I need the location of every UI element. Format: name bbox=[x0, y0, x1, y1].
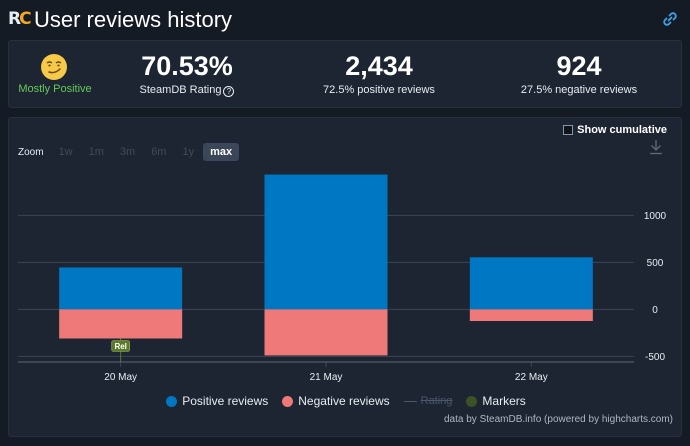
legend-markers[interactable]: Markers bbox=[466, 394, 526, 408]
x-tick-label: 20 May bbox=[104, 372, 137, 383]
legend-rating-label: Rating bbox=[420, 395, 453, 407]
chart-credits: data by SteamDB.info (powered by highcha… bbox=[444, 414, 673, 425]
zoom-1m-button[interactable]: 1m bbox=[88, 146, 104, 158]
positive-percent: 72.5% positive reviews bbox=[323, 84, 435, 96]
y-tick-label: 1000 bbox=[644, 211, 667, 222]
positive-count: 2,434 bbox=[345, 51, 413, 81]
positive-bar bbox=[59, 267, 183, 310]
legend-markers-label: Markers bbox=[482, 394, 526, 408]
zoom-1y-button[interactable]: 1y bbox=[182, 146, 195, 158]
legend-rating[interactable]: Rating bbox=[403, 395, 453, 407]
negative-bar bbox=[59, 309, 183, 339]
y-tick-label: 500 bbox=[647, 258, 664, 269]
verdict-label: Mostly Positive bbox=[18, 83, 92, 95]
zoom-label: Zoom bbox=[18, 146, 44, 158]
cumulative-checkbox[interactable] bbox=[563, 125, 574, 135]
zoom-6m-button[interactable]: 6m bbox=[151, 146, 167, 158]
y-tick-label: -500 bbox=[645, 352, 665, 363]
x-tick-label: 21 May bbox=[310, 372, 343, 383]
positive-stat: 2,434 72.5% positive reviews bbox=[309, 41, 449, 109]
zoom-1w-button[interactable]: 1w bbox=[58, 146, 73, 158]
chart-legend: Positive reviews Negative reviews Rating… bbox=[9, 394, 683, 408]
negative-bar bbox=[264, 309, 388, 356]
legend-positive[interactable]: Positive reviews bbox=[166, 394, 268, 408]
chart-panel: Show cumulative Zoom 1w 1m 3m 6m 1y max … bbox=[8, 117, 682, 437]
rating-stat: 70.53% SteamDB Rating? bbox=[117, 41, 257, 109]
download-icon[interactable] bbox=[649, 139, 663, 155]
negative-bar bbox=[469, 309, 593, 322]
page-title: User reviews history bbox=[34, 7, 233, 32]
page-header: RC User reviews history bbox=[8, 4, 682, 34]
zoom-max-button[interactable]: max bbox=[203, 143, 240, 161]
rating-label: SteamDB Rating bbox=[139, 84, 222, 96]
zoom-3m-button[interactable]: 3m bbox=[119, 146, 136, 158]
marker-flag bbox=[111, 340, 130, 352]
show-cumulative-toggle[interactable]: Show cumulative bbox=[563, 124, 667, 136]
help-icon[interactable]: ? bbox=[223, 86, 235, 97]
legend-positive-label: Positive reviews bbox=[182, 394, 269, 408]
legend-negative-dot bbox=[282, 395, 294, 407]
marker-label: Rel bbox=[114, 342, 126, 351]
y-tick-label: 0 bbox=[652, 305, 658, 316]
verdict-block: Mostly Positive bbox=[9, 41, 101, 109]
legend-positive-dot bbox=[166, 395, 178, 407]
legend-rating-line bbox=[403, 400, 417, 402]
smirk-emoji-icon bbox=[41, 54, 67, 80]
positive-bar bbox=[264, 174, 388, 310]
negative-stat: 924 27.5% negative reviews bbox=[509, 41, 649, 109]
negative-count: 924 bbox=[556, 51, 602, 81]
legend-negative-label: Negative reviews bbox=[298, 394, 390, 408]
cumulative-label: Show cumulative bbox=[577, 124, 667, 136]
rating-value: 70.53% bbox=[141, 51, 233, 81]
review-summary: Mostly Positive 70.53% SteamDB Rating? 2… bbox=[8, 40, 682, 108]
zoom-bar: Zoom 1w 1m 3m 6m 1y max bbox=[18, 142, 241, 162]
positive-bar bbox=[469, 257, 593, 310]
reviews-chart: 1000 500 0 -500 20 May 21 May 22 May Rel bbox=[18, 174, 667, 383]
negative-percent: 27.5% negative reviews bbox=[520, 84, 638, 96]
app-logo: RC bbox=[8, 9, 32, 29]
x-tick-label: 22 May bbox=[515, 372, 548, 383]
legend-markers-dot bbox=[466, 395, 478, 407]
link-icon[interactable] bbox=[662, 11, 678, 27]
legend-negative[interactable]: Negative reviews bbox=[282, 394, 390, 408]
